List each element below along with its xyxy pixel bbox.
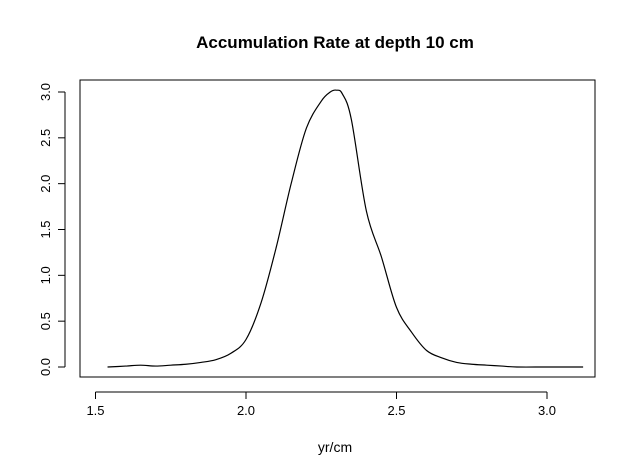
chart-title: Accumulation Rate at depth 10 cm [196, 33, 474, 52]
x-tick-label: 2.0 [237, 403, 255, 418]
y-tick-label: 2.5 [38, 129, 53, 147]
y-axis: 0.0 0.5 1.0 1.5 2.0 2.5 3.0 [38, 83, 66, 376]
y-tick-label: 0.5 [38, 312, 53, 330]
plot-frame [79, 79, 596, 378]
density-line [107, 89, 584, 368]
x-tick-label: 2.5 [387, 403, 405, 418]
y-tick-label: 2.0 [38, 175, 53, 193]
x-tick-label: 1.5 [86, 403, 104, 418]
x-tick-label: 3.0 [538, 403, 556, 418]
x-axis: 1.5 2.0 2.5 3.0 [86, 391, 556, 418]
y-tick-label: 1.0 [38, 266, 53, 284]
series-layer [107, 89, 584, 368]
x-axis-label: yr/cm [318, 439, 352, 455]
y-tick-label: 3.0 [38, 83, 53, 101]
y-tick-label: 1.5 [38, 220, 53, 238]
y-tick-label: 0.0 [38, 358, 53, 376]
